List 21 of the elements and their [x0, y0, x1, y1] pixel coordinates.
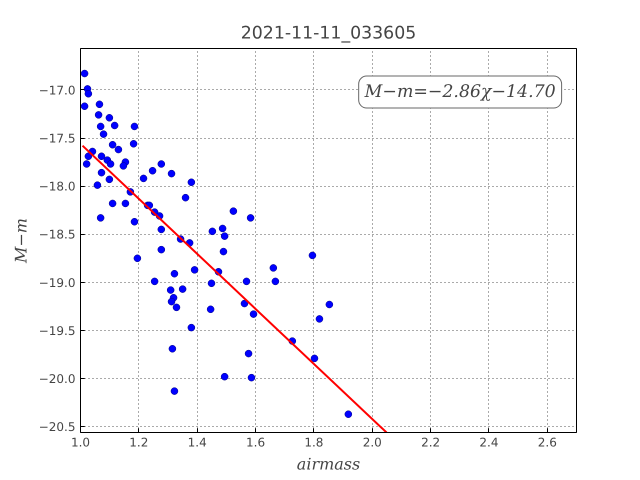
y-tick-label: −17.5	[38, 132, 76, 146]
y-tick-label: −18.5	[38, 228, 76, 242]
x-tick-label: 1.6	[246, 436, 266, 450]
x-tick-label: 1.2	[129, 436, 148, 450]
x-tick-label: 2.2	[421, 436, 440, 450]
chart-title: 2021-11-11_033605	[240, 24, 416, 44]
x-tick-label: 1.8	[304, 436, 324, 450]
y-tick-label: −19.5	[38, 324, 76, 338]
y-tick-label: −17.0	[38, 83, 76, 98]
y-axis-title: M−m	[12, 218, 31, 264]
y-tick-label: −19.0	[38, 276, 76, 290]
y-tick-label: −18.0	[38, 180, 76, 194]
y-tick-label: −20.0	[38, 372, 76, 386]
y-tick-label: −20.5	[38, 420, 76, 434]
x-tick-label: 2.0	[362, 436, 382, 450]
x-tick-label: 2.4	[479, 436, 499, 450]
x-tick-label: 1.4	[188, 436, 207, 450]
x-tick-label: 2.6	[538, 436, 557, 450]
x-tick-label: 1.0	[70, 436, 90, 450]
annotation: M−m=−2.86χ−14.70	[364, 82, 556, 102]
x-axis-title: airmass	[296, 454, 360, 474]
